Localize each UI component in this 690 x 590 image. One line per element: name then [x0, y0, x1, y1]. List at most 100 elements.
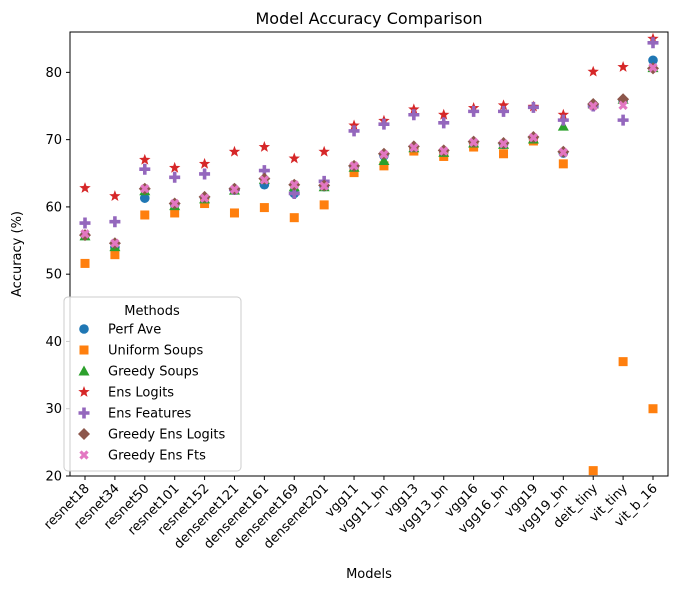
- series-greedy-ens-fts: [80, 62, 658, 248]
- chart-title: Model Accuracy Comparison: [255, 9, 482, 28]
- point-ens-features-resnet50: [139, 163, 151, 175]
- point-ens-features-densenet161: [258, 165, 270, 177]
- y-tick-label: 60: [45, 200, 62, 215]
- point-uniform-soups-resnet34: [110, 250, 120, 260]
- point-greedy-ens-fts-densenet161: [259, 175, 270, 185]
- point-uniform-soups-densenet161: [259, 203, 269, 213]
- point-uniform-soups-resnet101: [170, 208, 180, 218]
- point-greedy-ens-fts-vgg16_bn: [498, 139, 509, 149]
- plot-frame: [69, 31, 669, 477]
- point-uniform-soups-deit_tiny: [588, 466, 598, 476]
- y-tick-label: 20: [45, 470, 62, 485]
- y-tick-label: 80: [45, 66, 62, 81]
- point-uniform-soups-vgg19_bn: [558, 159, 568, 169]
- point-greedy-ens-fts-vgg11: [349, 161, 359, 171]
- point-uniform-soups-densenet169: [289, 213, 299, 223]
- point-ens-features-vit_b_16: [647, 37, 659, 49]
- point-greedy-ens-fts-resnet34: [110, 238, 120, 248]
- point-greedy-ens-fts-resnet152: [199, 193, 210, 203]
- point-greedy-ens-fts-vgg16: [468, 137, 479, 147]
- point-uniform-soups-densenet121: [229, 208, 239, 218]
- point-uniform-soups-vit_tiny: [618, 357, 628, 367]
- point-ens-logits-vit_tiny: [617, 60, 629, 72]
- point-uniform-soups-vit_b_16: [648, 404, 658, 414]
- point-ens-features-vgg13: [408, 109, 420, 121]
- legend-items: Perf Ave Uniform Soups Greedy Soups Ens Log…: [78, 323, 225, 464]
- x-axis-label: Models: [346, 567, 392, 582]
- y-tick-label: 40: [45, 335, 62, 350]
- point-ens-features-resnet18: [79, 217, 91, 229]
- legend-label: Greedy Ens Fts: [108, 449, 206, 464]
- legend-marker-greedy-ens-fts: [79, 450, 89, 460]
- y-tick-label: 70: [45, 133, 62, 148]
- point-perf-ave-vit_b_16: [648, 55, 658, 66]
- point-uniform-soups-vgg11: [349, 168, 359, 178]
- point-ens-logits-resnet50: [139, 153, 151, 165]
- point-greedy-ens-fts-vgg13: [409, 143, 419, 153]
- point-ens-features-densenet169: [288, 187, 300, 199]
- point-ens-features-vgg13_bn: [438, 117, 450, 129]
- point-ens-features-vgg16: [468, 105, 480, 117]
- legend: Methods Perf Ave Uniform Soups Greedy Soup…: [63, 296, 242, 472]
- y-axis: 20 30 40 50 60 70 80: [45, 66, 70, 485]
- point-greedy-ens-fts-densenet121: [229, 184, 240, 195]
- point-ens-features-vgg11: [348, 125, 360, 137]
- legend-item-greedy-soups: Greedy Soups: [78, 365, 199, 380]
- legend-item-greedy-ens-logits: Greedy Ens Logits: [78, 428, 225, 443]
- point-greedy-ens-fts-vgg11_bn: [379, 149, 389, 160]
- point-ens-features-vit_tiny: [617, 114, 629, 126]
- legend-item-uniform-soups: Uniform Soups: [79, 344, 204, 359]
- point-greedy-ens-fts-resnet18: [80, 229, 90, 239]
- point-ens-logits-densenet201: [318, 145, 330, 157]
- point-ens-features-resnet101: [169, 171, 181, 183]
- legend-label: Ens Logits: [108, 386, 174, 401]
- point-greedy-soups-vgg11_bn: [378, 154, 390, 165]
- legend-marker-perf-ave: [79, 324, 89, 334]
- point-ens-features-vgg16_bn: [498, 105, 510, 117]
- point-ens-logits-resnet34: [109, 190, 121, 201]
- point-greedy-ens-fts-vgg19_bn: [558, 147, 568, 158]
- legend-box: [63, 296, 242, 472]
- data-marks: [79, 32, 659, 476]
- point-greedy-ens-fts-deit_tiny: [588, 101, 598, 111]
- point-greedy-ens-fts-resnet101: [170, 198, 180, 209]
- legend-label: Ens Features: [108, 407, 191, 422]
- point-greedy-ens-fts-densenet169: [289, 180, 299, 190]
- legend-item-perf-ave: Perf Ave: [79, 323, 161, 338]
- point-greedy-ens-fts-vit_tiny: [618, 100, 628, 110]
- point-ens-features-resnet152: [199, 168, 211, 180]
- point-ens-logits-resnet101: [168, 161, 181, 173]
- point-ens-features-vgg19_bn: [557, 114, 569, 126]
- point-ens-logits-vgg13: [408, 103, 420, 115]
- legend-marker-ens-features: [78, 407, 90, 419]
- legend-label: Uniform Soups: [108, 344, 204, 359]
- point-uniform-soups-vgg11_bn: [379, 161, 389, 171]
- point-greedy-ens-fts-resnet50: [140, 184, 150, 194]
- point-ens-features-resnet34: [109, 216, 121, 228]
- legend-label: Perf Ave: [108, 323, 161, 338]
- y-tick-label: 30: [45, 402, 62, 417]
- legend-marker-greedy-soups: [78, 365, 90, 376]
- point-greedy-ens-fts-vit_b_16: [648, 62, 658, 73]
- point-uniform-soups-vgg16_bn: [499, 149, 509, 159]
- point-uniform-soups-resnet50: [140, 210, 150, 220]
- point-greedy-ens-fts-densenet201: [319, 181, 329, 191]
- point-uniform-soups-resnet152: [200, 199, 210, 209]
- point-ens-logits-deit_tiny: [587, 65, 599, 77]
- legend-label: Greedy Ens Logits: [108, 428, 225, 443]
- point-greedy-ens-fts-vgg19: [528, 132, 539, 143]
- point-ens-logits-vgg19_bn: [557, 108, 570, 120]
- legend-marker-greedy-ens-logits: [78, 428, 90, 440]
- point-ens-logits-densenet169: [288, 152, 300, 164]
- point-ens-logits-densenet121: [228, 145, 241, 157]
- y-tick-label: 50: [45, 268, 62, 283]
- y-axis-label: Accuracy (%): [10, 211, 25, 297]
- legend-marker-ens-logits: [78, 386, 90, 397]
- point-greedy-ens-fts-vgg13_bn: [439, 146, 449, 156]
- point-ens-features-vgg19: [527, 101, 539, 113]
- point-ens-features-vgg11_bn: [378, 118, 390, 130]
- point-greedy-soups-vgg19_bn: [557, 120, 569, 131]
- point-ens-logits-vgg16_bn: [497, 99, 510, 111]
